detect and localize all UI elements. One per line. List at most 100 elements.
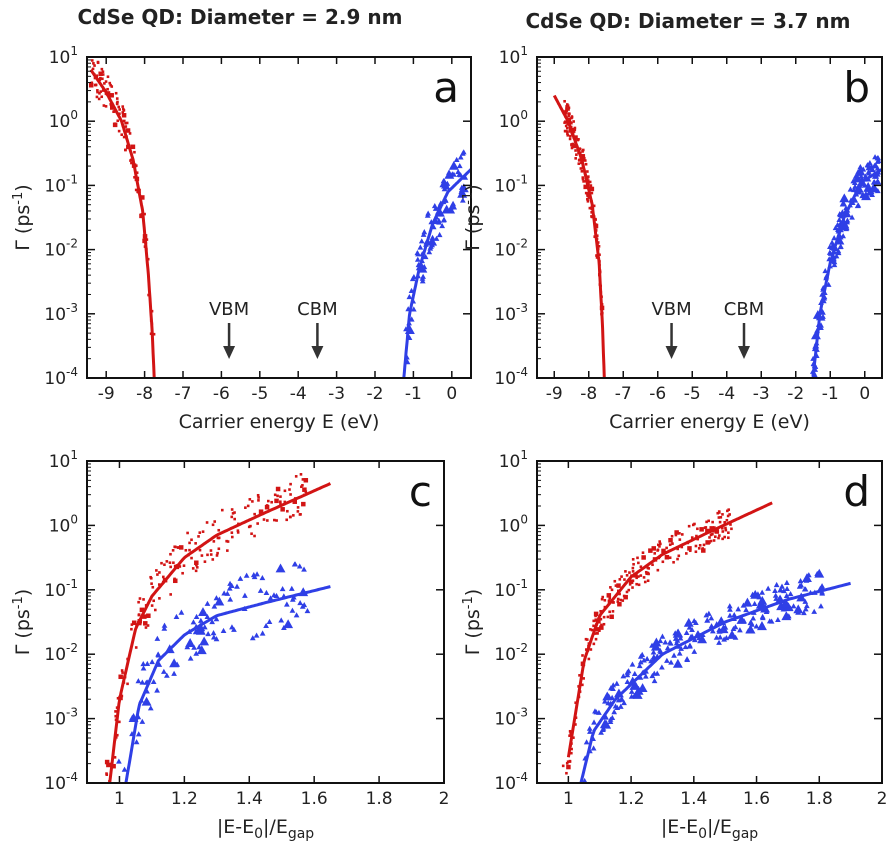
data-point	[608, 685, 614, 691]
data-point	[154, 687, 160, 693]
y-tick-label: 100	[499, 512, 528, 536]
data-point	[574, 149, 577, 152]
data-point	[142, 614, 147, 619]
data-point	[130, 623, 134, 626]
y-tick-label: 10-2	[44, 641, 78, 665]
data-point	[721, 636, 728, 642]
data-point	[453, 156, 460, 163]
data-point	[859, 192, 866, 199]
data-point	[616, 597, 620, 601]
data-point	[236, 529, 240, 533]
data-point	[602, 615, 606, 619]
data-point	[286, 509, 289, 513]
data-point	[576, 138, 580, 142]
data-point	[191, 567, 195, 570]
data-point	[599, 609, 602, 613]
data-point	[138, 597, 142, 600]
data-point	[168, 561, 172, 565]
data-point	[206, 553, 209, 557]
data-point	[193, 650, 200, 656]
data-point	[676, 557, 679, 561]
data-point	[721, 537, 724, 541]
data-point	[114, 91, 118, 95]
data-point	[220, 627, 227, 633]
x-tick-label: -8	[136, 384, 153, 404]
data-point	[589, 186, 593, 190]
data-point	[586, 194, 589, 198]
data-point	[713, 526, 716, 529]
data-point	[661, 548, 666, 554]
data-point	[644, 655, 650, 662]
data-point	[709, 628, 716, 634]
data-point	[233, 511, 236, 514]
data-point	[727, 531, 730, 534]
data-point	[676, 547, 679, 551]
data-point	[448, 160, 459, 170]
data-point	[246, 504, 250, 508]
data-point	[188, 548, 191, 552]
data-point	[727, 612, 733, 618]
data-point	[140, 661, 147, 667]
data-point	[628, 579, 634, 584]
data-point	[584, 162, 588, 166]
data-point	[165, 560, 169, 563]
data-point	[289, 607, 296, 613]
data-point	[150, 678, 157, 685]
data-point	[801, 586, 808, 592]
data-point	[204, 600, 211, 606]
data-point	[808, 388, 818, 397]
data-point	[673, 640, 680, 646]
data-point	[748, 619, 755, 626]
data-point	[869, 166, 876, 172]
data-point	[266, 519, 269, 522]
data-point	[680, 533, 684, 536]
data-point	[595, 254, 598, 257]
data-point	[735, 606, 742, 612]
data-point	[717, 516, 721, 519]
data-point	[289, 482, 292, 486]
data-point	[730, 527, 733, 531]
data-point	[567, 106, 571, 110]
data-point	[787, 590, 794, 597]
data-point	[304, 607, 311, 614]
data-point	[217, 547, 221, 551]
data-point	[581, 654, 584, 657]
red-scatter	[104, 473, 309, 783]
data-point	[757, 621, 767, 631]
data-point	[596, 709, 602, 715]
data-point	[129, 159, 132, 162]
data-point	[140, 195, 145, 200]
data-point	[838, 243, 844, 249]
data-point	[155, 569, 158, 572]
data-point	[102, 104, 106, 107]
data-point	[575, 153, 578, 156]
data-point	[863, 182, 874, 192]
data-point	[834, 221, 841, 228]
data-point	[163, 563, 166, 567]
data-point	[190, 538, 193, 542]
y-axis-label: Γ (ps-1)	[461, 589, 484, 655]
data-point	[592, 642, 596, 646]
data-point	[109, 93, 114, 98]
data-point	[613, 579, 617, 583]
data-point	[135, 731, 142, 737]
data-point	[708, 536, 711, 539]
data-point	[708, 615, 715, 621]
data-point	[429, 242, 436, 248]
data-point	[667, 639, 673, 645]
y-tick-label: 10-1	[44, 172, 78, 196]
data-point	[231, 512, 235, 515]
data-point	[713, 634, 720, 640]
data-point	[173, 564, 177, 568]
data-point	[674, 533, 678, 537]
data-point	[587, 175, 590, 178]
data-point	[188, 541, 191, 545]
data-point	[569, 731, 573, 735]
data-point	[143, 212, 146, 216]
arrow-head	[311, 346, 324, 359]
y-axis-label: Γ (ps-1)	[461, 184, 484, 250]
data-point	[568, 760, 572, 763]
data-point	[273, 493, 277, 497]
data-point	[699, 527, 704, 532]
